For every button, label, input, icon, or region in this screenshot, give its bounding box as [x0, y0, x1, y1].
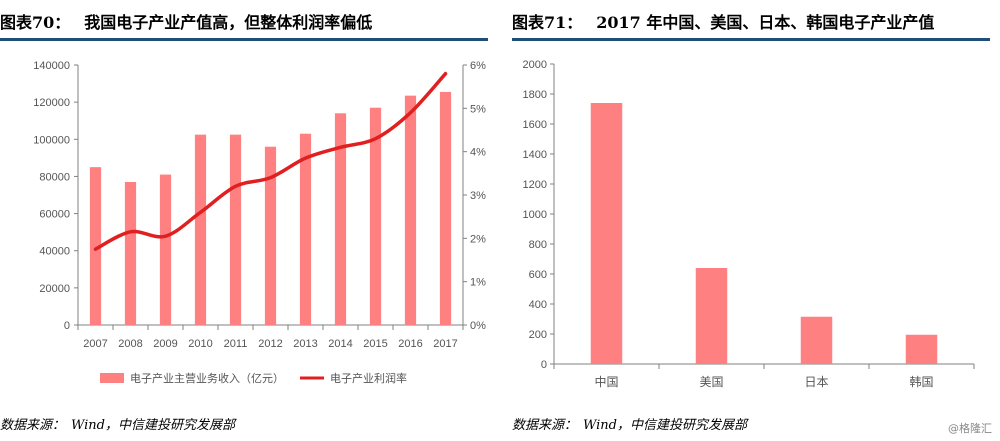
left-y-tick-label: 80000: [39, 171, 70, 183]
right-y-tick-label: 1%: [470, 277, 486, 289]
y-tick-label: 1800: [523, 89, 547, 101]
revenue-bar: [299, 133, 312, 325]
left-source-note: 数据来源： Wind，中信建投研究发展部: [0, 414, 235, 433]
y-tick-label: 0: [541, 359, 547, 371]
y-tick-label: 600: [529, 269, 547, 281]
x-tick-label: 日本: [804, 375, 828, 389]
revenue-bar: [159, 174, 172, 325]
right-bar-chart: 0 200 400 600 800 1000 1200 1400 1600 1800 2000 中国 美…: [523, 59, 975, 389]
y-tick-label: 1000: [523, 209, 547, 221]
legend-bar-label: 电子产业主营业务收入（亿元）: [130, 371, 284, 385]
revenue-bar: [439, 91, 452, 325]
revenue-bar: [194, 134, 207, 325]
left-source-label: 数据来源：: [0, 418, 66, 433]
left-chart-panel: 图表70： 我国电子产业产值高，但整体利润率偏低 0 20000 40000 60000…: [0, 9, 488, 433]
output-bar: [695, 268, 728, 364]
output-bar: [905, 334, 938, 364]
right-chart-panel: 图表71： 2017 年中国、美国、日本、韩国电子产业产值 0 200 400 600 8…: [512, 0, 1000, 441]
left-y-tick-label: 0: [64, 320, 70, 332]
left-y-tick-label: 140000: [33, 60, 70, 72]
right-title-rule: [512, 38, 990, 41]
right-figure-label: 图表71：: [512, 13, 583, 32]
right-y-tick-label: 0%: [470, 320, 486, 332]
x-tick-label: 美国: [699, 375, 723, 389]
revenue-bar: [89, 167, 102, 325]
left-figure-title: 图表70： 我国电子产业产值高，但整体利润率偏低: [0, 9, 372, 33]
legend-bar-swatch: [100, 373, 124, 383]
x-tick-label: 2013: [293, 338, 317, 350]
x-tick-label: 2014: [328, 338, 352, 350]
revenue-bar: [264, 146, 277, 325]
left-source-text: Wind，中信建投研究发展部: [71, 418, 236, 433]
right-source-text: Wind，中信建投研究发展部: [583, 418, 748, 433]
x-tick-label: 2017: [433, 338, 457, 350]
x-tick-label: 2015: [363, 338, 387, 350]
right-y-tick-label: 2%: [470, 233, 486, 245]
left-y-tick-label: 60000: [39, 209, 70, 221]
left-figure-label: 图表70：: [0, 13, 71, 32]
profit-margin-line: [93, 71, 448, 251]
revenue-bar: [229, 134, 242, 325]
x-tick-label: 中国: [594, 374, 618, 389]
right-source-note: 数据来源： Wind，中信建投研究发展部: [512, 414, 747, 433]
left-combo-chart: 0 20000 40000 60000 80000 100000 120000 140000 0…: [33, 60, 486, 385]
y-tick-label: 200: [529, 329, 547, 341]
right-source-label: 数据来源：: [512, 418, 578, 433]
left-figure-title-text: 我国电子产业产值高，但整体利润率偏低: [84, 13, 373, 32]
right-y-tick-label: 4%: [470, 147, 486, 159]
left-y-tick-label: 20000: [39, 283, 70, 295]
x-tick-label: 2007: [83, 338, 107, 350]
x-tick-label: 2010: [188, 338, 212, 350]
x-tick-label: 2011: [224, 338, 248, 350]
revenue-bar: [334, 113, 347, 326]
left-title-rule: [0, 38, 488, 41]
y-tick-label: 1600: [523, 119, 547, 131]
right-y-tick-label: 3%: [470, 190, 486, 202]
right-figure-title: 图表71： 2017 年中国、美国、日本、韩国电子产业产值: [512, 9, 934, 33]
revenue-bar: [404, 95, 417, 326]
y-tick-label: 2000: [523, 59, 547, 71]
watermark: @格隆汇: [948, 422, 992, 435]
left-y-tick-label: 100000: [33, 134, 70, 146]
y-tick-label: 1200: [523, 179, 547, 191]
y-tick-label: 400: [529, 299, 547, 311]
revenue-bar: [369, 107, 382, 325]
right-y-tick-label: 6%: [470, 60, 486, 72]
right-figure-title-text: 2017 年中国、美国、日本、韩国电子产业产值: [596, 13, 935, 32]
x-tick-label: 2009: [153, 338, 177, 350]
x-tick-label: 2012: [258, 338, 282, 350]
left-y-tick-label: 120000: [33, 97, 70, 109]
revenue-bar: [124, 182, 137, 325]
x-tick-label: 2008: [118, 338, 142, 350]
output-bar: [590, 103, 623, 364]
legend-line-label: 电子产业利润率: [330, 371, 407, 385]
y-tick-label: 800: [529, 239, 547, 251]
x-tick-label: 韩国: [909, 374, 933, 389]
output-bar: [800, 316, 833, 364]
y-tick-label: 1400: [523, 149, 547, 161]
x-tick-label: 2016: [398, 338, 422, 350]
left-y-tick-label: 40000: [39, 246, 70, 258]
right-y-tick-label: 5%: [470, 103, 486, 115]
